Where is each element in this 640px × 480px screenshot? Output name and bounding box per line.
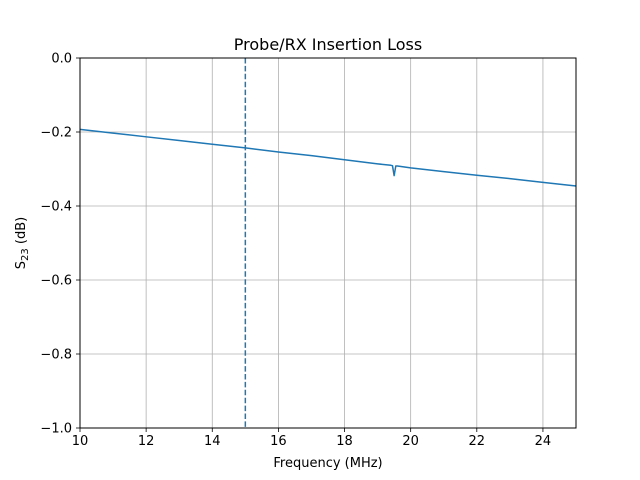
y-axis-label: S23 (dB) <box>14 217 31 269</box>
plot-background <box>80 58 576 428</box>
y-tick-label: −0.6 <box>40 274 72 289</box>
y-axis-label-base: S <box>14 261 29 269</box>
x-axis-label: Frequency (MHz) <box>273 456 382 471</box>
y-tick-label: −0.8 <box>40 348 72 363</box>
tick-layer: 10 12 14 16 18 20 22 24 0.0 −0.2 −0.4 −0.6 −0.8 −1.0 <box>40 52 551 450</box>
plot-area: 10 12 14 16 18 20 22 24 0.0 −0.2 −0.4 −0.6 −0.8 −1.0 <box>40 52 577 450</box>
x-tick-label: 20 <box>402 434 419 449</box>
y-axis-label-subscript: 23 <box>20 248 31 261</box>
y-tick-label: −0.4 <box>40 200 72 215</box>
x-tick-label: 24 <box>535 434 552 449</box>
x-tick-label: 22 <box>469 434 486 449</box>
x-tick-label: 10 <box>72 434 89 449</box>
x-tick-label: 14 <box>204 434 221 449</box>
data-layer <box>79 58 577 428</box>
x-tick-label: 18 <box>336 434 353 449</box>
plot-frame <box>79 57 577 429</box>
x-tick-label: 16 <box>270 434 287 449</box>
y-tick-label: −0.2 <box>40 126 72 141</box>
y-axis-label-unit: (dB) <box>14 217 29 248</box>
insertion-loss-series-line <box>79 128 577 187</box>
y-tick-label: 0.0 <box>51 52 72 67</box>
x-tick-label: 12 <box>138 434 155 449</box>
chart-title: Probe/RX Insertion Loss <box>234 35 422 54</box>
y-tick-label: −1.0 <box>40 422 72 437</box>
